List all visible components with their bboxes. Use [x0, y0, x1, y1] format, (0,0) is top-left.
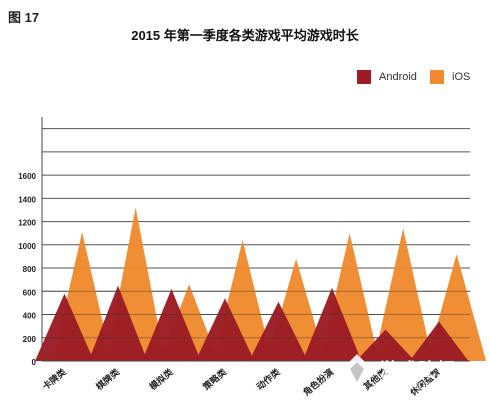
y-tick-label: 600 — [23, 288, 37, 297]
y-tick-label: 1400 — [18, 195, 36, 204]
android-peak — [195, 298, 255, 361]
y-tick-label: 200 — [23, 335, 37, 344]
x-tick-label: 动作类 — [254, 365, 283, 392]
android-peak — [356, 329, 415, 361]
x-tick-label: 棋牌类 — [93, 365, 123, 393]
x-tick-label: 角色扮演 — [301, 366, 336, 398]
legend-item-android: Android — [357, 70, 417, 84]
legend-swatch-android — [357, 70, 371, 84]
android-peak — [302, 287, 362, 361]
android-peak — [249, 301, 308, 361]
android-peak — [35, 293, 94, 361]
watermark-name: 游戏陀螺 — [380, 360, 456, 380]
android-peak — [409, 321, 469, 361]
ios-peak — [373, 228, 433, 361]
watermark-url: YOUXITUOLUO.COM — [382, 381, 479, 391]
legend-item-ios: iOS — [430, 70, 470, 84]
legend-label-android: Android — [379, 71, 417, 83]
android-peak — [88, 285, 148, 361]
y-tick-label: 1000 — [18, 242, 36, 251]
y-tick-label: 1600 — [18, 172, 36, 181]
spinning-top-logo-icon — [343, 354, 371, 394]
y-tick-label: 800 — [23, 265, 37, 274]
y-tick-label: 400 — [23, 312, 37, 321]
android-peak — [142, 288, 201, 361]
legend-label-ios: iOS — [452, 71, 471, 83]
y-tick-label: 1200 — [18, 219, 36, 228]
x-tick-label: 模拟类 — [147, 365, 176, 392]
legend-swatch-ios — [430, 70, 444, 84]
watermark: 游戏陀螺 YOUXITUOLUO.COM — [340, 350, 485, 410]
figure-label: 图 17 — [8, 10, 40, 25]
x-tick-label: 策略类 — [200, 365, 230, 393]
chart-title: 2015 年第一季度各类游戏平均游戏时长 — [131, 28, 359, 43]
y-tick-label: 0 — [32, 358, 37, 367]
x-tick-label: 卡牌类 — [40, 365, 69, 392]
